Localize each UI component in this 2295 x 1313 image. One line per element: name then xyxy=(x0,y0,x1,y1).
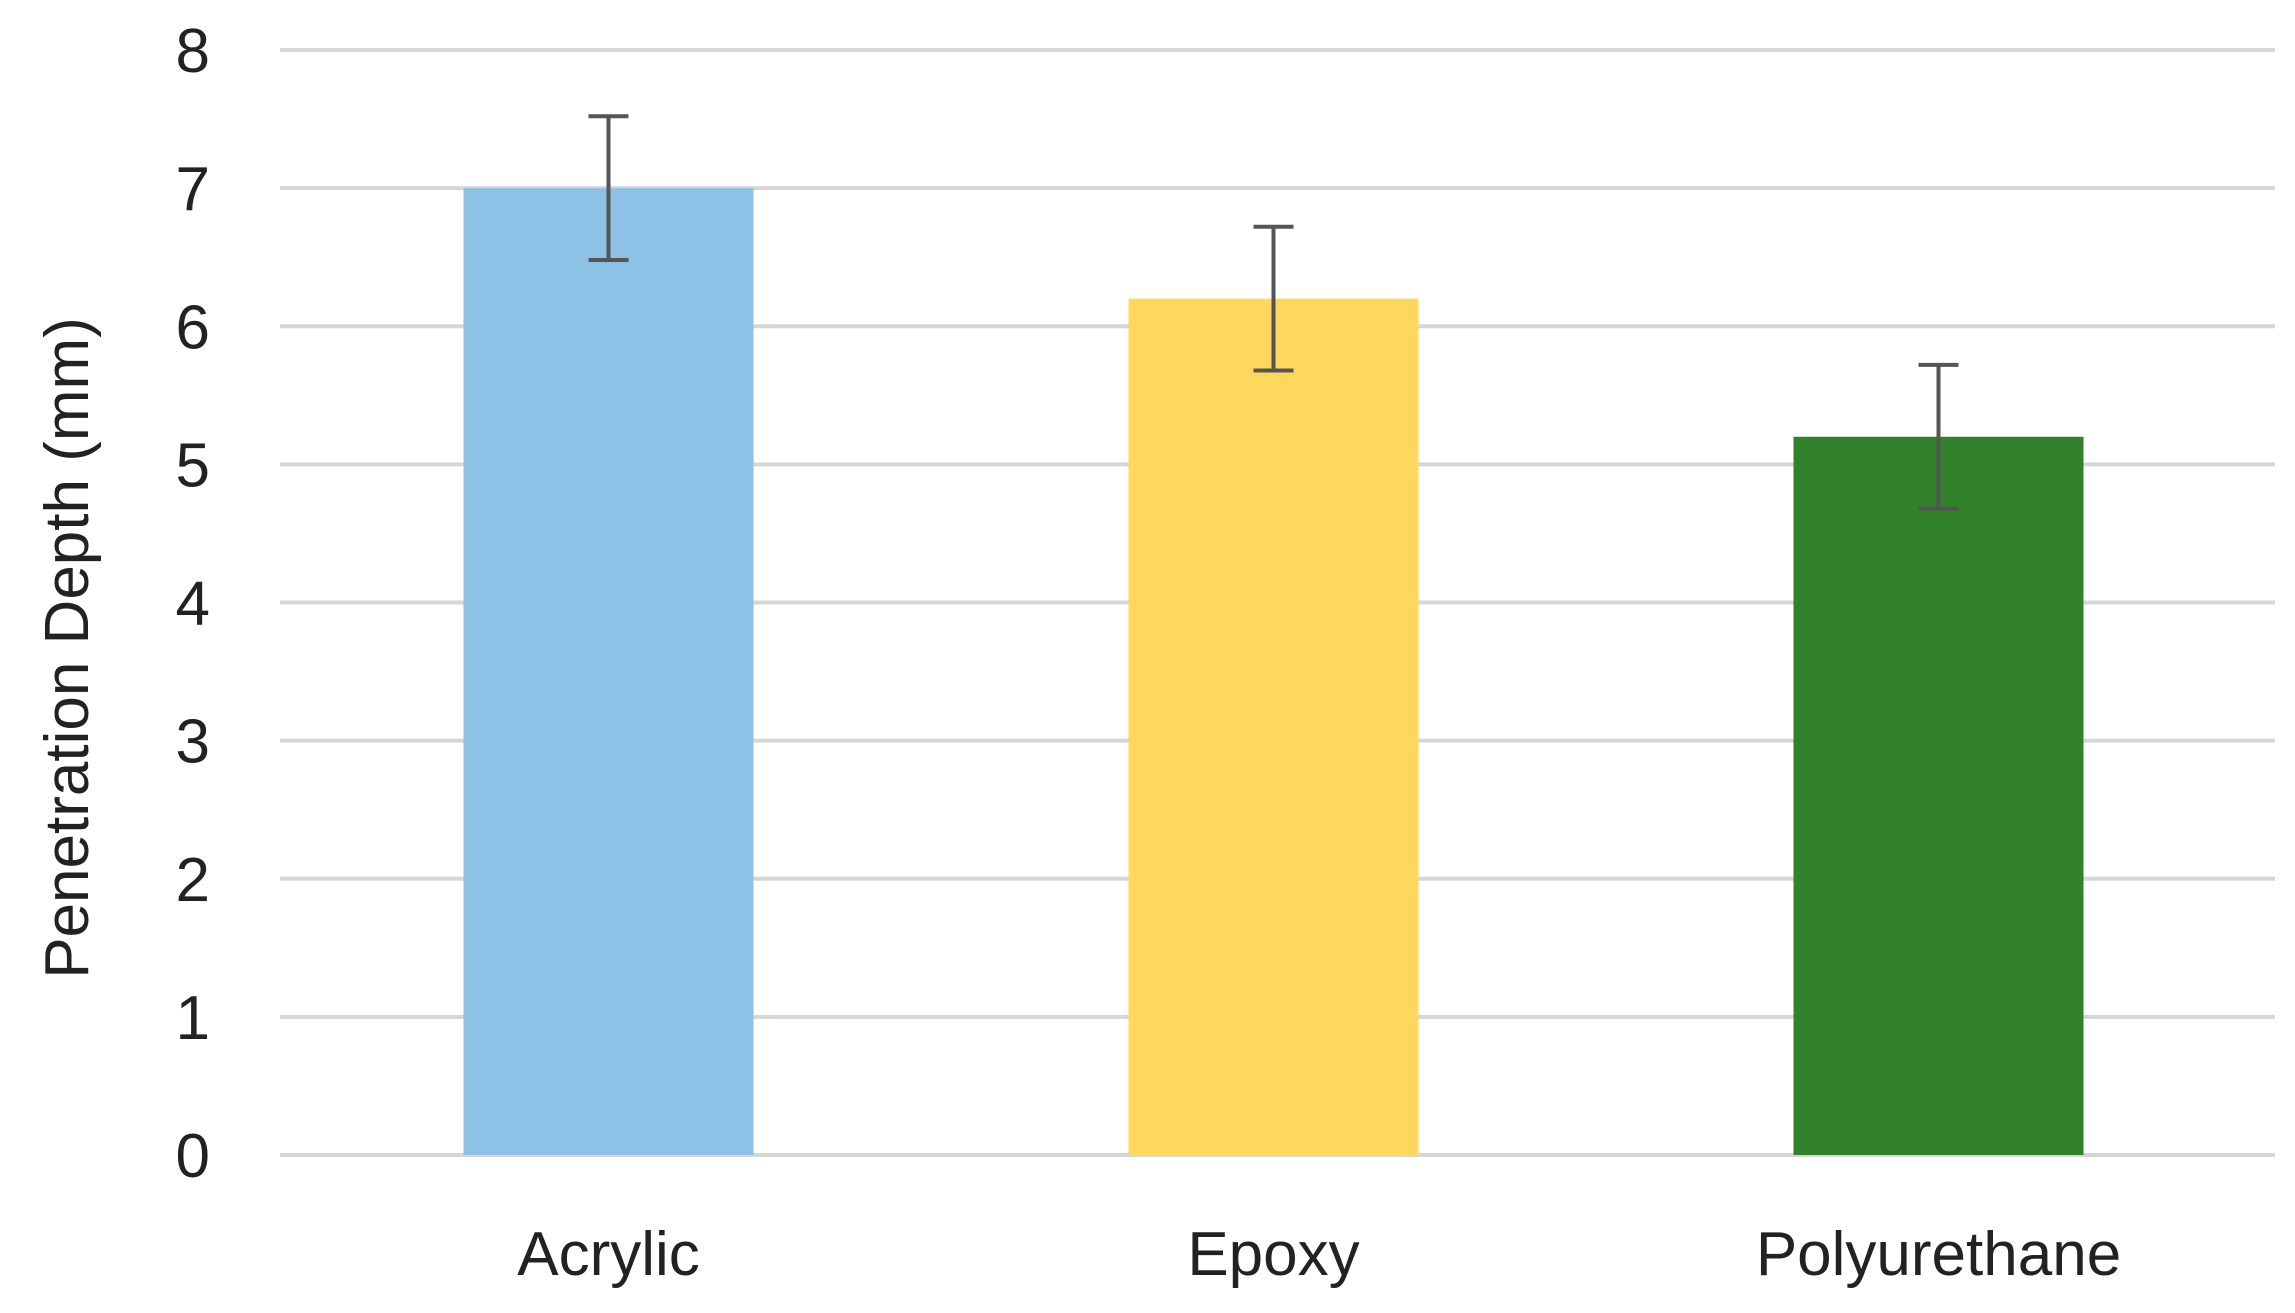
x-category-label-polyurethane: Polyurethane xyxy=(1756,1220,2121,1289)
error-bars xyxy=(588,114,1959,511)
error-bar-polyurethane xyxy=(1918,362,1959,511)
y-tick-label: 1 xyxy=(176,984,210,1053)
x-category-label-epoxy: Epoxy xyxy=(1187,1220,1359,1289)
bar-polyurethane xyxy=(1793,436,2084,1155)
bar-acrylic xyxy=(463,188,754,1155)
bar-epoxy xyxy=(1128,298,1419,1155)
x-category-labels: Acrylic Epoxy Polyurethane xyxy=(517,1220,2121,1289)
y-tick-label: 7 xyxy=(176,155,210,224)
y-tick-label: 5 xyxy=(176,431,210,500)
y-tick-label: 3 xyxy=(176,708,210,777)
y-tick-label: 4 xyxy=(176,570,210,639)
y-tick-label: 0 xyxy=(176,1122,210,1191)
error-bar-epoxy xyxy=(1253,224,1294,373)
error-bar-acrylic xyxy=(588,114,629,262)
y-tick-label: 2 xyxy=(176,846,210,915)
y-axis-title: Penetration Depth (mm) xyxy=(33,317,102,979)
y-tick-labels: 0 1 2 3 4 5 6 7 8 xyxy=(176,17,210,1191)
x-category-label-acrylic: Acrylic xyxy=(517,1220,700,1289)
bars xyxy=(463,188,2084,1155)
y-tick-label: 6 xyxy=(176,293,210,362)
y-tick-label: 8 xyxy=(176,17,210,86)
